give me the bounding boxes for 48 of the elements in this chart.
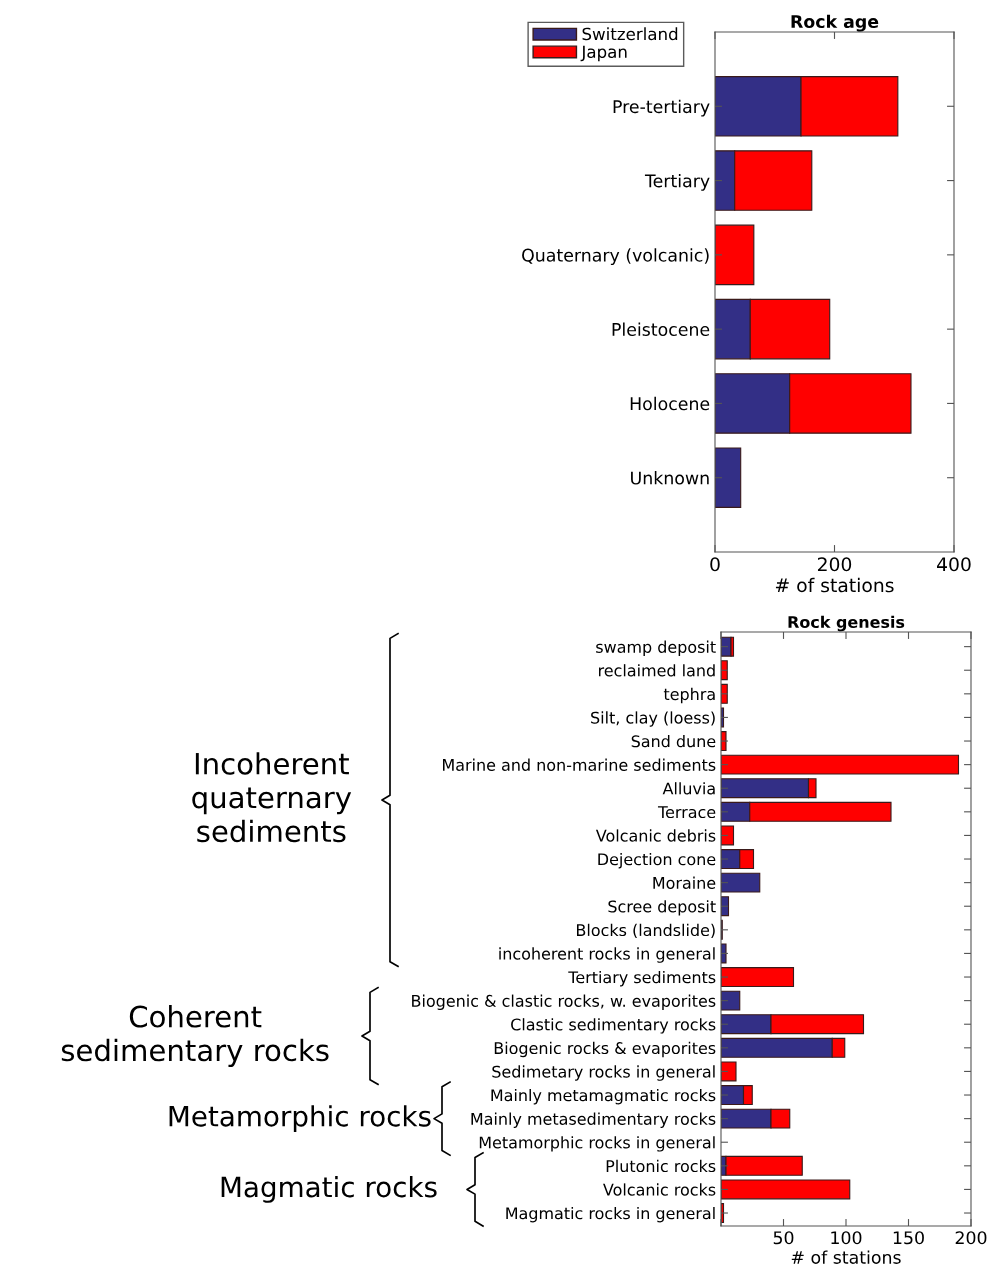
- x-tick-label: 50: [773, 1231, 794, 1245]
- text: Incoherent quaternary sediments: [192, 752, 352, 843]
- y-tick-label: Biogenic & clastic rocks, w. evaporites: [412, 994, 716, 1011]
- y-tick-label: Magmatic rocks in general: [506, 1206, 715, 1223]
- y-tick-label: incoherent rocks in general: [499, 947, 715, 963]
- y-tick-label: Holocene: [630, 396, 710, 411]
- x-tick-label: 150: [893, 1231, 924, 1245]
- y-tick-label: Metamorphic rocks in general: [479, 1136, 715, 1152]
- text: Metamorphic rocks: [169, 1105, 431, 1133]
- y-tick-label: swamp deposit: [596, 640, 716, 657]
- y-tick-label: Quaternary (volcanic): [522, 248, 709, 266]
- y-tick-label: Tertiary sediments: [568, 970, 716, 987]
- x-tick-label: 200: [817, 557, 852, 572]
- legend-label: Japan: [580, 45, 627, 62]
- y-tick-label: Sedimetary rocks in general: [492, 1065, 715, 1081]
- y-tick-label: reclaimed land: [599, 664, 715, 677]
- y-tick-label: Scree deposit: [608, 900, 716, 916]
- text: Coherent sedimentary rocks: [61, 1005, 329, 1068]
- x-tick-label: 0: [710, 557, 720, 572]
- text: Magmatic rocks: [221, 1175, 437, 1203]
- y-tick-label: Clastic sedimentary rocks: [511, 1018, 716, 1034]
- y-tick-label: Biogenic rocks & evaporites: [494, 1041, 716, 1058]
- chart-title: Rock genesis: [788, 615, 905, 632]
- chart-title: Rock age: [791, 14, 879, 32]
- x-tick-label: 200: [955, 1231, 987, 1245]
- legend-label: Switzerland: [582, 27, 678, 41]
- y-tick-label: Volcanic rocks: [603, 1183, 716, 1196]
- y-tick-label: Marine and non-marine sediments: [443, 758, 716, 771]
- y-tick-label: Blocks (landslide): [577, 923, 715, 938]
- y-tick-label: Dejection cone: [598, 852, 716, 869]
- y-tick-label: Mainly metamagmatic rocks: [491, 1088, 716, 1105]
- y-tick-label: Pre-tertiary: [613, 99, 710, 117]
- y-tick-label: tephra: [663, 687, 715, 704]
- y-tick-label: Sand dune: [631, 734, 716, 748]
- y-tick-label: Silt, clay (loess): [591, 711, 715, 727]
- y-tick-label: Mainly metasedimentary rocks: [471, 1112, 716, 1129]
- y-tick-label: Moraine: [653, 876, 716, 889]
- y-tick-label: Alluvia: [662, 782, 715, 795]
- y-tick-label: Pleistocene: [612, 322, 710, 336]
- y-tick-label: Terrace: [657, 806, 716, 819]
- x-tick-label: 400: [937, 557, 971, 572]
- y-tick-label: Volcanic debris: [595, 829, 716, 842]
- y-tick-label: Tertiary: [644, 173, 710, 191]
- x-tick-label: 100: [831, 1231, 862, 1245]
- x-axis-title: # of stations: [775, 577, 894, 593]
- y-tick-label: Plutonic rocks: [606, 1159, 716, 1173]
- x-axis-title: # of stations: [791, 1250, 901, 1264]
- y-tick-label: Unknown: [631, 471, 709, 485]
